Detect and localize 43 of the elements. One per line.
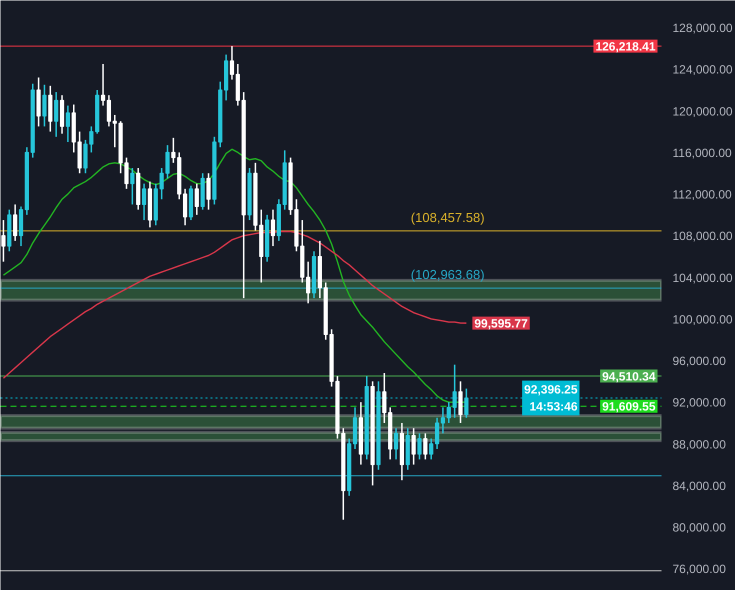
candlestick xyxy=(417,432,422,460)
candlestick xyxy=(206,172,211,210)
ref-line-label: 91,609.55 xyxy=(602,400,656,414)
candlestick xyxy=(13,204,18,242)
candlestick xyxy=(83,139,88,174)
candlestick xyxy=(194,182,199,216)
candlestick xyxy=(42,84,47,128)
ref-line-label: 126,218.41 xyxy=(595,40,656,54)
candlestick xyxy=(458,380,463,424)
y-tick-label: 116,000.00 xyxy=(672,146,732,160)
y-tick-label: 104,000.00 xyxy=(672,270,733,285)
y-tick-label: 128,000.00 xyxy=(672,21,733,36)
candlestick xyxy=(66,104,70,143)
y-tick-label: 108,000.00 xyxy=(672,229,733,244)
candlestick xyxy=(464,388,468,419)
candlestick xyxy=(270,208,276,247)
y-tick-label: 88,000.00 xyxy=(672,437,726,452)
candlestick xyxy=(394,427,398,460)
y-tick-label: 124,000.00 xyxy=(672,62,733,77)
y-tick-label: 96,000.00 xyxy=(672,354,726,368)
ref-line-label: 92,396.25 14:53:46 xyxy=(524,382,578,414)
annotation: (102,963.68) xyxy=(410,267,485,282)
candlestick xyxy=(1,219,6,262)
annotation: (108,457.58) xyxy=(410,210,485,225)
candlestick xyxy=(182,188,188,226)
y-tick-label: 112,000.00 xyxy=(672,188,732,202)
candlestick xyxy=(54,91,58,138)
candlestick xyxy=(130,167,134,206)
candlestick xyxy=(412,427,416,466)
y-tick-label: 100,000.00 xyxy=(672,312,733,326)
y-tick-label: 76,000.00 xyxy=(672,562,726,576)
y-tick-label: 120,000.00 xyxy=(672,104,733,118)
candlestick xyxy=(124,156,129,190)
y-tick-label: 80,000.00 xyxy=(672,520,726,535)
y-tick-label: 92,000.00 xyxy=(672,396,726,410)
candlestick xyxy=(100,63,106,106)
candlestick xyxy=(423,432,428,460)
candlestick xyxy=(142,182,146,221)
data-label: 99,595.77 xyxy=(474,316,528,331)
y-tick-label: 84,000.00 xyxy=(672,478,726,493)
candlestick xyxy=(382,372,386,424)
candlestick xyxy=(230,45,234,80)
ref-line-label: 94,510.34 xyxy=(602,370,656,384)
